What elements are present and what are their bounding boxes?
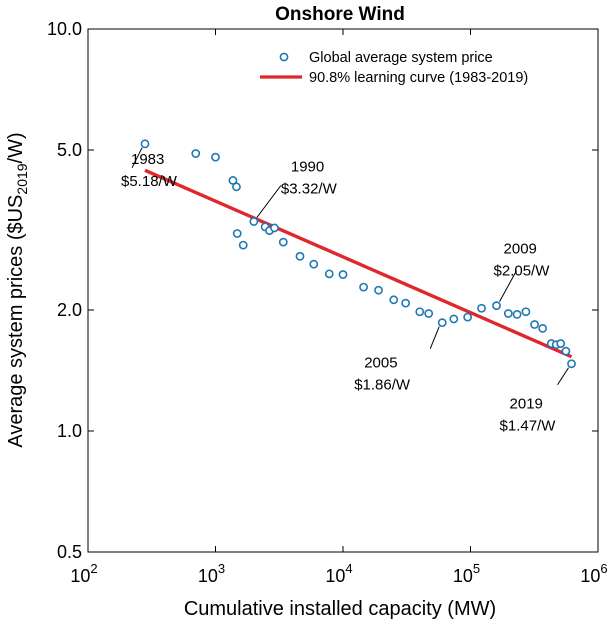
- x-tick-label: 103: [198, 561, 225, 586]
- annotation-label: 2019 $1.47/W: [500, 396, 557, 435]
- series-layer: [140, 139, 576, 369]
- annotation-layer: 1983 $5.18/W 1990 $3.32/W 2005 $1.86/W 2009 $2.…: [121, 147, 569, 435]
- data-point: [530, 320, 539, 329]
- data-point: [278, 237, 288, 247]
- legend-scatter-marker: [279, 52, 289, 62]
- annotation-leader: [429, 326, 440, 349]
- data-point: [232, 182, 241, 192]
- data-point: [140, 139, 150, 149]
- data-point: [415, 307, 425, 317]
- data-point: [492, 301, 501, 311]
- y-tick-label: 5.0: [57, 140, 82, 160]
- y-tick-label: 1.0: [57, 421, 82, 441]
- data-point: [232, 229, 242, 238]
- x-axis-title: Cumulative installed capacity (MW): [184, 598, 496, 620]
- annotation-label: 1983 $5.18/W: [121, 151, 178, 190]
- legend-label-scatter: Global average system price: [309, 50, 493, 66]
- annotation-label: 2009 $2.05/W: [494, 241, 551, 280]
- data-point: [503, 309, 513, 318]
- x-tick-label: 105: [453, 561, 480, 586]
- data-point: [449, 314, 459, 324]
- data-point: [324, 269, 334, 279]
- x-tick-label: 106: [580, 561, 607, 586]
- y-axis-title-main: Average system prices ($US: [5, 195, 27, 448]
- legend: Global average system price 90.8% learni…: [260, 50, 528, 86]
- data-point: [211, 152, 220, 162]
- y-axis-title: Average system prices ($US2019/W): [5, 132, 30, 447]
- annotation-label: 1990 $3.32/W: [281, 158, 338, 197]
- annotation-leader: [131, 147, 143, 169]
- data-point: [270, 223, 279, 233]
- x-tick-label: 102: [70, 561, 97, 586]
- data-point: [238, 240, 248, 250]
- chart-title: Onshore Wind: [275, 4, 405, 25]
- y-tick-label: 0.5: [57, 542, 82, 562]
- data-point: [437, 318, 447, 328]
- y-axis-title-subscript: 2019: [14, 163, 30, 194]
- legend-label-line: 90.8% learning curve (1983-2019): [309, 70, 528, 86]
- data-point: [338, 270, 348, 279]
- x-tick-label: 104: [325, 561, 352, 586]
- y-axis-title-end: /W): [5, 132, 27, 163]
- data-point: [191, 149, 201, 158]
- annotation-leader: [256, 185, 282, 218]
- data-point: [401, 298, 411, 308]
- annotation-leader: [557, 367, 569, 386]
- y-tick-label: 2.0: [57, 300, 82, 320]
- learning-curve-line: [144, 168, 573, 359]
- y-axis: 0.5 1.0 2.0 5.0 10.0: [47, 19, 598, 562]
- data-point: [477, 303, 486, 313]
- data-point: [463, 312, 473, 322]
- annotation-leader: [499, 270, 517, 302]
- y-tick-label: 10.0: [47, 19, 82, 39]
- data-point: [521, 307, 531, 317]
- data-point: [228, 176, 238, 185]
- data-point: [309, 259, 319, 269]
- data-point: [389, 295, 399, 305]
- data-point: [561, 346, 571, 356]
- data-point: [567, 359, 576, 369]
- data-point: [556, 339, 566, 348]
- data-point: [538, 323, 548, 333]
- data-point: [249, 217, 259, 226]
- data-point: [374, 285, 383, 295]
- data-point: [512, 309, 522, 319]
- annotation-label: 2005 $1.86/W: [354, 355, 411, 394]
- x-axis: 102 103 104 105 106: [70, 29, 608, 586]
- data-point: [424, 309, 434, 318]
- data-point: [359, 282, 368, 292]
- data-point: [295, 251, 305, 261]
